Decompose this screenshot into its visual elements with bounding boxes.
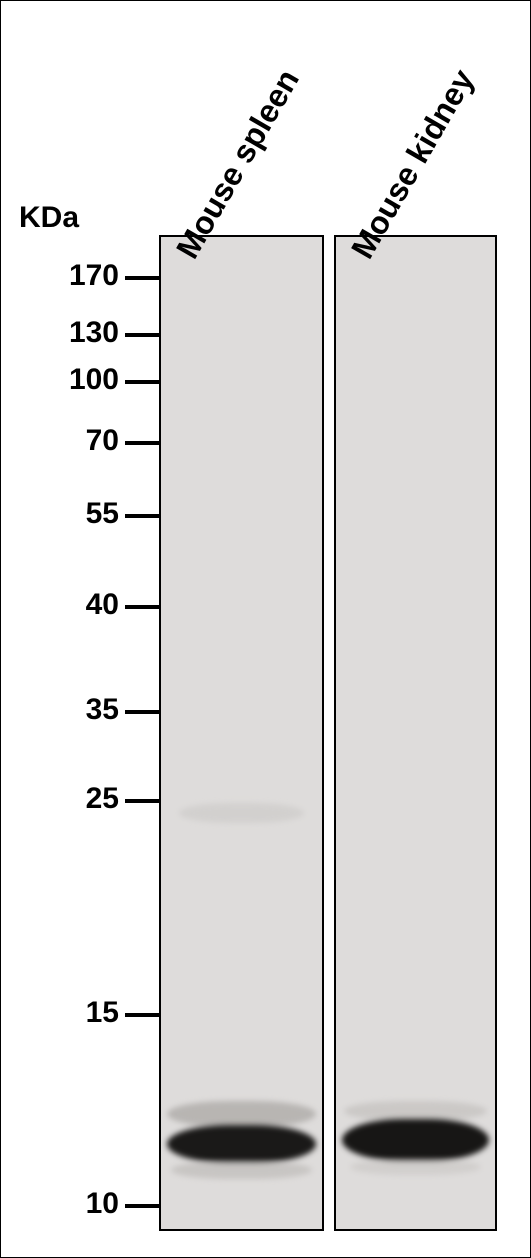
mw-marker-tick [125, 605, 159, 609]
protein-band [167, 1125, 316, 1163]
mw-marker-label: 170 [69, 259, 119, 293]
mw-marker-label: 15 [86, 996, 119, 1030]
protein-band [179, 803, 304, 823]
protein-band [342, 1119, 489, 1161]
western-blot-figure: KDa Mouse spleenMouse kidney 17013010070… [0, 0, 531, 1258]
blot-lane [334, 235, 497, 1231]
mw-marker-tick [125, 710, 159, 714]
mw-marker-tick [125, 1013, 159, 1017]
blot-lane [159, 235, 324, 1231]
mw-marker-tick [125, 333, 159, 337]
mw-marker-tick [125, 514, 159, 518]
mw-marker-label: 70 [86, 424, 119, 458]
mw-marker-tick [125, 276, 159, 280]
protein-band [171, 1161, 312, 1179]
mw-marker-label: 40 [86, 588, 119, 622]
mw-marker-tick [125, 1204, 159, 1208]
mw-marker-label: 10 [86, 1187, 119, 1221]
protein-band [344, 1101, 487, 1121]
mw-marker-tick [125, 380, 159, 384]
mw-marker-tick [125, 441, 159, 445]
mw-marker-tick [125, 799, 159, 803]
mw-marker-label: 35 [86, 693, 119, 727]
mw-marker-label: 100 [69, 363, 119, 397]
mw-marker-label: 130 [69, 316, 119, 350]
protein-band [350, 1159, 481, 1175]
axis-unit-label: KDa [19, 201, 79, 235]
mw-marker-label: 55 [86, 497, 119, 531]
mw-marker-label: 25 [86, 782, 119, 816]
protein-band [167, 1101, 316, 1127]
